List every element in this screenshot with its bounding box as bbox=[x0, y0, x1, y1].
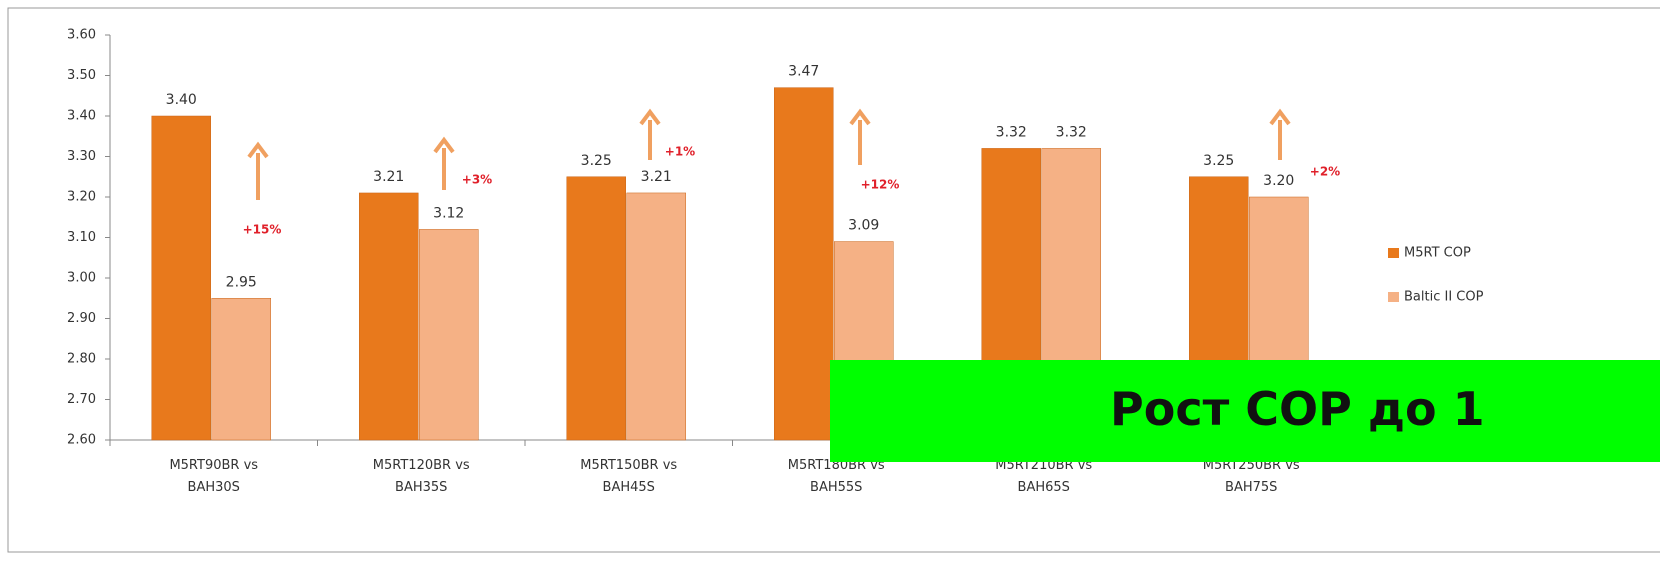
value-label: 3.21 bbox=[641, 169, 672, 185]
bar bbox=[626, 192, 686, 441]
value-label: 2.95 bbox=[226, 274, 257, 290]
banner: Рост COP до 1 bbox=[830, 360, 1660, 462]
legend-swatch bbox=[1388, 292, 1399, 302]
y-tick-label: 2.60 bbox=[67, 433, 96, 448]
value-label: 3.25 bbox=[1203, 153, 1234, 169]
arrow-head bbox=[247, 141, 269, 159]
x-tick-label: M5RT120BR vs BAH35S bbox=[372, 458, 470, 495]
annotation: +1% bbox=[665, 145, 695, 159]
y-tick-label: 3.00 bbox=[67, 271, 96, 286]
y-tick-label: 3.60 bbox=[67, 28, 96, 43]
banner-text: Рост COP до 1 bbox=[1110, 382, 1485, 436]
legend-swatch bbox=[1388, 248, 1399, 258]
y-tick-label: 3.30 bbox=[67, 149, 96, 164]
arrow-head bbox=[1269, 108, 1291, 126]
value-label: 3.25 bbox=[581, 153, 612, 169]
annotation: +3% bbox=[462, 173, 492, 187]
legend-label: M5RT COP bbox=[1404, 246, 1471, 261]
y-tick-label: 3.20 bbox=[67, 190, 96, 205]
arrow-head bbox=[639, 108, 661, 126]
value-label: 3.20 bbox=[1263, 173, 1294, 189]
x-tick-label: M5RT150BR vs BAH45S bbox=[580, 458, 678, 495]
y-tick-label: 2.70 bbox=[67, 392, 96, 407]
bar bbox=[359, 192, 419, 441]
bar bbox=[566, 176, 626, 441]
annotation: +12% bbox=[861, 178, 900, 192]
arrow-head bbox=[849, 108, 871, 126]
value-label: 3.32 bbox=[1056, 124, 1087, 140]
value-label: 3.09 bbox=[848, 218, 879, 234]
annotation: +2% bbox=[1310, 165, 1340, 179]
y-tick-label: 2.90 bbox=[67, 311, 96, 326]
value-label: 3.21 bbox=[373, 169, 404, 185]
y-tick-label: 2.80 bbox=[67, 352, 96, 367]
value-label: 3.32 bbox=[996, 124, 1027, 140]
bar bbox=[419, 229, 479, 441]
x-tick-label: M5RT90BR vs BAH30S bbox=[169, 458, 259, 495]
value-label: 3.47 bbox=[788, 64, 819, 80]
y-tick-label: 3.40 bbox=[67, 109, 96, 124]
annotation: +15% bbox=[243, 223, 282, 237]
y-tick-label: 3.10 bbox=[67, 230, 96, 245]
bar bbox=[774, 87, 834, 441]
value-label: 3.12 bbox=[433, 205, 464, 221]
legend-label: Baltic II COP bbox=[1404, 290, 1484, 305]
arrow-head bbox=[433, 136, 455, 154]
y-tick-label: 3.50 bbox=[67, 68, 96, 83]
bar bbox=[151, 115, 211, 441]
bar bbox=[211, 298, 271, 441]
value-label: 3.40 bbox=[166, 92, 197, 108]
